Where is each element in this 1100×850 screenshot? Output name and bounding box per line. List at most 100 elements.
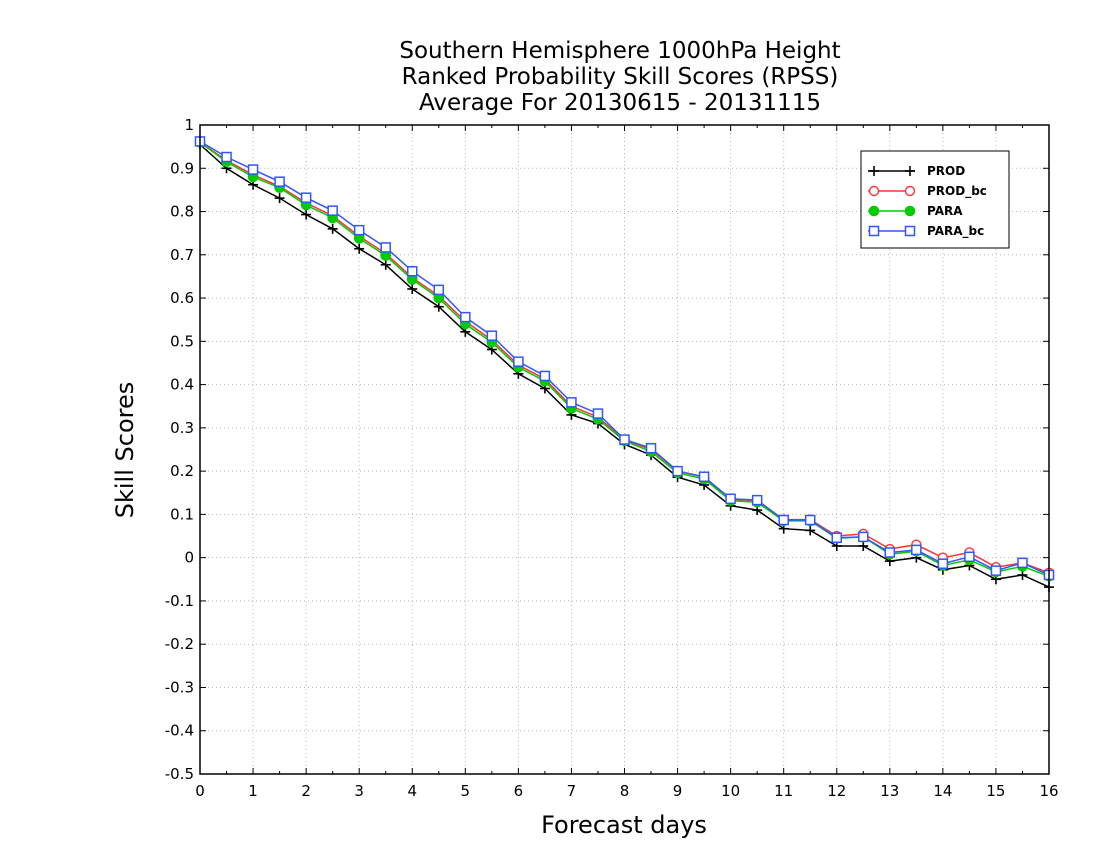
x-axis-label: Forecast days — [541, 811, 707, 839]
y-tick-label: 0.6 — [170, 289, 194, 307]
x-tick-label: 14 — [933, 782, 952, 800]
y-tick-label: -0.5 — [165, 765, 194, 783]
y-tick-label: 0.5 — [170, 332, 194, 350]
data-point-para-bc — [964, 551, 975, 563]
data-point-para-bc — [911, 544, 922, 556]
y-tick-label: 1 — [184, 116, 194, 134]
data-point-para-bc — [380, 242, 391, 253]
legend-item-prod: PROD — [868, 164, 965, 178]
x-tick-label: 5 — [461, 782, 471, 800]
x-tick-label: 9 — [673, 782, 683, 800]
legend-marker-left — [869, 166, 879, 176]
data-point-para-bc — [247, 164, 259, 175]
data-point-para-bc — [327, 205, 338, 216]
y-tick-label: -0.3 — [165, 678, 194, 696]
x-tick-label: 1 — [248, 782, 258, 800]
x-tick-label: 3 — [354, 782, 364, 800]
legend-marker-left — [868, 225, 880, 237]
x-tick-label: 4 — [407, 782, 417, 800]
data-point-para-bc — [672, 465, 683, 477]
data-point-para-bc — [1017, 557, 1028, 569]
y-tick-label: 0.7 — [170, 246, 194, 264]
legend-marker-right — [904, 185, 916, 197]
legend-item-prod-bc: PROD_bc — [868, 184, 987, 199]
data-point-para-bc — [990, 565, 1002, 576]
legend-marker-right — [905, 166, 915, 176]
data-point-para-bc — [433, 284, 445, 296]
y-tick-label: 0.9 — [170, 159, 194, 177]
data-point-para-bc — [274, 176, 285, 187]
legend-label: PROD_bc — [927, 184, 987, 199]
y-tick-label: 0.4 — [170, 376, 194, 394]
legend-marker-left — [868, 185, 880, 197]
data-point-para-bc — [566, 397, 577, 408]
x-tick-label: 15 — [986, 782, 1005, 800]
y-axis-label: Skill Scores — [111, 382, 139, 519]
series-layer — [194, 136, 1055, 593]
legend-label: PROD — [927, 164, 965, 178]
data-point-para-bc — [831, 532, 842, 544]
legend-item-para-bc: PARA_bc — [868, 224, 984, 239]
grid-lines — [200, 125, 1049, 774]
y-tick-label: 0.2 — [170, 462, 194, 480]
x-tick-label: 10 — [721, 782, 740, 800]
data-point-prod — [301, 209, 312, 220]
y-tick-label: -0.2 — [165, 635, 194, 653]
x-tick-label: 16 — [1039, 782, 1058, 800]
legend-marker-left — [868, 205, 880, 217]
y-tick-label: 0.8 — [170, 203, 194, 221]
data-point-prod — [1017, 569, 1028, 580]
data-point-para-bc — [513, 356, 524, 367]
data-point-para-bc — [539, 370, 551, 382]
series-para-bc — [194, 136, 1055, 581]
x-tick-label: 0 — [195, 782, 205, 800]
legend: PROD PROD_bc PARA PARA_bc — [860, 150, 1010, 249]
data-point-para-bc — [698, 471, 710, 483]
data-point-prod — [274, 193, 285, 204]
x-tick-label: 2 — [301, 782, 311, 800]
data-point-prod — [380, 259, 391, 270]
data-point-prod — [433, 301, 444, 312]
data-point-prod — [805, 525, 816, 536]
legend-box — [860, 150, 1010, 249]
data-point-para-bc — [619, 434, 630, 445]
data-point-prod — [327, 223, 338, 234]
data-point-para-bc — [221, 151, 232, 163]
data-point-para-bc — [858, 531, 869, 543]
chart-title-line-3: Average For 20130615 - 20131115 — [419, 90, 821, 116]
data-point-para-bc — [645, 442, 657, 454]
data-point-para-bc — [592, 408, 604, 419]
data-point-para-bc — [778, 514, 789, 526]
y-tick-label: -0.4 — [165, 722, 194, 740]
data-point-prod — [858, 540, 869, 551]
y-tick-label: 0 — [184, 549, 194, 567]
axis-ticks: 0 1 2 3 4 5 6 7 8 9 10 11 12 13 14 15 16-0.5-0.4-0.3-0.2… — [165, 116, 1059, 800]
x-tick-label: 13 — [880, 782, 899, 800]
legend-label: PARA_bc — [927, 224, 984, 239]
chart-title-line-1: Southern Hemisphere 1000hPa Height — [399, 38, 840, 64]
data-point-para-bc — [300, 192, 312, 203]
data-point-para-bc — [486, 330, 498, 341]
data-point-prod — [407, 283, 418, 294]
x-tick-label: 12 — [827, 782, 846, 800]
data-point-para-bc — [937, 558, 949, 569]
chart-title-line-2: Ranked Probability Skill Scores (RPSS) — [402, 64, 839, 90]
data-point-para-bc — [751, 494, 763, 506]
legend-item-para: PARA — [868, 204, 963, 218]
y-tick-label: 0.1 — [170, 505, 194, 523]
y-tick-label: 0.3 — [170, 419, 194, 437]
data-point-para-bc — [884, 547, 896, 558]
data-point-para-bc — [407, 265, 418, 277]
x-tick-label: 6 — [514, 782, 524, 800]
legend-marker-right — [904, 225, 916, 237]
x-tick-label: 11 — [774, 782, 793, 800]
x-tick-label: 7 — [567, 782, 577, 800]
data-point-para-bc — [460, 311, 471, 323]
legend-marker-right — [904, 205, 916, 217]
y-tick-label: -0.1 — [165, 592, 194, 610]
data-point-prod — [354, 243, 365, 254]
x-tick-label: 8 — [620, 782, 630, 800]
data-point-para-bc — [353, 224, 365, 236]
data-point-para-bc — [804, 514, 816, 526]
